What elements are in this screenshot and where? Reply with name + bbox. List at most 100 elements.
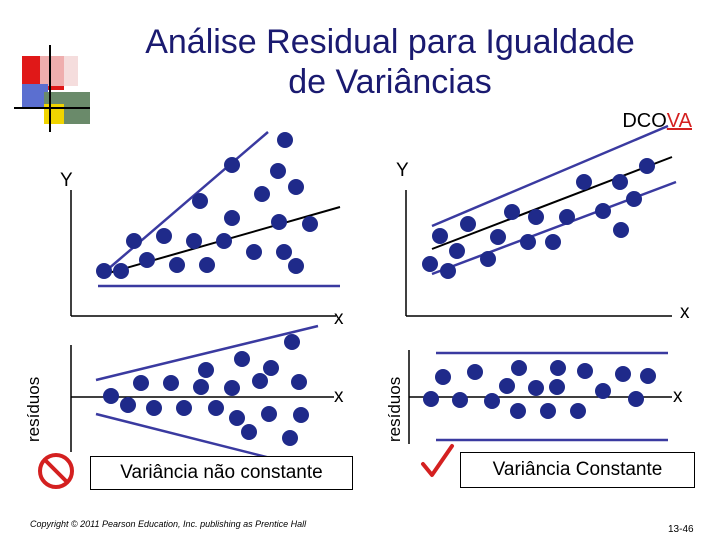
dot (176, 400, 192, 416)
dot (241, 424, 257, 440)
dot (270, 163, 286, 179)
dot (224, 210, 240, 226)
dot (163, 375, 179, 391)
dot (224, 157, 240, 173)
dot (626, 191, 642, 207)
dot (452, 392, 468, 408)
dot (595, 383, 611, 399)
dot (284, 334, 300, 350)
dot (252, 373, 268, 389)
scatter-bottom-left (103, 334, 309, 446)
dot (480, 251, 496, 267)
dot (577, 363, 593, 379)
dot (511, 360, 527, 376)
page-number: 13-46 (668, 524, 694, 535)
dot (435, 369, 451, 385)
dot (504, 204, 520, 220)
dot (282, 430, 298, 446)
band-upper-line (431, 124, 669, 228)
dot (291, 374, 307, 390)
y-axis-label-left: Y (60, 170, 73, 191)
dot (423, 391, 439, 407)
dot (288, 179, 304, 195)
dot (198, 362, 214, 378)
residuals-label-right: resíduos (385, 376, 404, 442)
dot (576, 174, 592, 190)
dot (261, 406, 277, 422)
fan-upper-line (99, 131, 269, 277)
y-axis-label-right: Y (396, 160, 409, 181)
dot (254, 186, 270, 202)
dot (120, 397, 136, 413)
dot (199, 257, 215, 273)
dot (302, 216, 318, 232)
dot (510, 403, 526, 419)
fan-upper-residual (95, 324, 319, 382)
dot (449, 243, 465, 259)
dot (126, 233, 142, 249)
x-axis-label-bottom-left: x (334, 386, 344, 407)
residuals-label-left: resíduos (24, 376, 43, 442)
non-constant-variance-label: Variância não constante (90, 456, 353, 490)
dot (615, 366, 631, 382)
dot (490, 229, 506, 245)
dot (550, 360, 566, 376)
dot (224, 380, 240, 396)
dot (96, 263, 112, 279)
dot (528, 380, 544, 396)
dot (263, 360, 279, 376)
dot (499, 378, 515, 394)
dot (613, 222, 629, 238)
dot (460, 216, 476, 232)
brand-prefix: DCO (622, 110, 667, 132)
scatter-top-right (422, 158, 655, 279)
dot (277, 132, 293, 148)
dot (549, 379, 565, 395)
dot (559, 209, 575, 225)
dot (103, 388, 119, 404)
dot (246, 244, 262, 260)
regression-line-top-right (431, 156, 673, 250)
dot (288, 258, 304, 274)
x-axis-label-bottom-right: x (673, 386, 683, 407)
dot (271, 214, 287, 230)
dot (432, 228, 448, 244)
dot (595, 203, 611, 219)
dot (639, 158, 655, 174)
dot (293, 407, 309, 423)
dot (186, 233, 202, 249)
dot (528, 209, 544, 225)
x-axis-label-top-right: x (680, 302, 690, 323)
scatter-bottom-right (423, 360, 656, 419)
brand-label: DCOVA (580, 110, 692, 133)
copyright-footer: Copyright © 2011 Pearson Education, Inc.… (30, 519, 307, 529)
dot (640, 368, 656, 384)
dot (229, 410, 245, 426)
dot (545, 234, 561, 250)
dot (422, 256, 438, 272)
dot (156, 228, 172, 244)
prohibit-icon (38, 453, 74, 489)
title-line-1: Análise Residual para Igualdade (145, 23, 635, 61)
dot (467, 364, 483, 380)
dot (234, 351, 250, 367)
dot (193, 379, 209, 395)
dot (208, 400, 224, 416)
x-axis-label-top-left: x (334, 308, 344, 329)
dot (113, 263, 129, 279)
title-line-2: de Variâncias (288, 63, 492, 101)
dot (169, 257, 185, 273)
brand-suffix: VA (666, 110, 692, 132)
dot (139, 252, 155, 268)
dot (520, 234, 536, 250)
scatter-top-left (96, 132, 318, 279)
dot (276, 244, 292, 260)
dot (570, 403, 586, 419)
dot (628, 391, 644, 407)
dot (192, 193, 208, 209)
dot (146, 400, 162, 416)
constant-variance-label: Variância Constante (460, 452, 695, 488)
dot (484, 393, 500, 409)
